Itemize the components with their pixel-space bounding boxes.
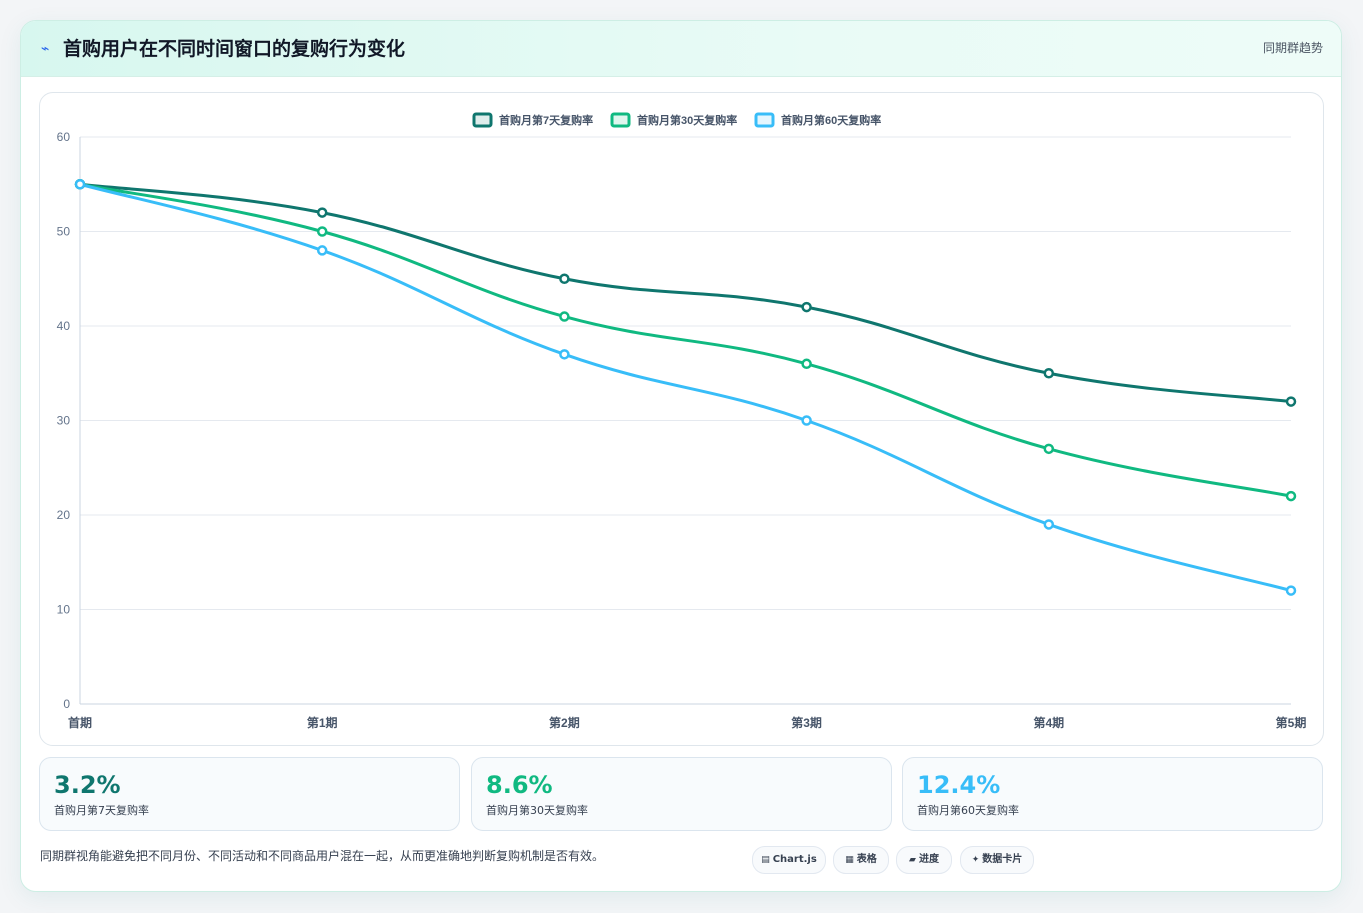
y-tick-label: 40 <box>57 319 71 333</box>
page-title: 首购用户在不同时间窗口的复购行为变化 <box>63 38 406 60</box>
y-tick-label: 10 <box>57 603 71 617</box>
x-tick-label: 第5期 <box>1276 715 1307 730</box>
chip-data-card[interactable]: ✦ 数据卡片 <box>960 846 1034 874</box>
x-tick-label: 第3期 <box>791 715 822 730</box>
card-header: ⌁ 首购用户在不同时间窗口的复购行为变化 同期群趋势 <box>21 21 1341 77</box>
data-point[interactable] <box>801 415 812 426</box>
chip-chartjs[interactable]: ▤ Chart.js <box>752 846 826 874</box>
data-point[interactable] <box>316 207 328 218</box>
data-point[interactable] <box>1043 443 1055 455</box>
data-point[interactable] <box>74 179 86 190</box>
data-point[interactable] <box>559 311 570 322</box>
data-point[interactable] <box>1043 519 1055 530</box>
stat-label: 首购月第7天复购率 <box>54 804 149 817</box>
stat-label: 首购月第30天复购率 <box>486 804 588 817</box>
series-line <box>78 182 1293 593</box>
stat-value: 12.4% <box>917 771 1001 799</box>
line-chart: 0 10 20 30 40 50 60 首期 第1期 第2期 第3期 第4期 第5期 首购月第7天复购率 首… <box>39 92 1324 746</box>
chart-icon: ▤ <box>761 855 770 865</box>
legend-swatch <box>472 112 493 128</box>
data-point[interactable] <box>559 349 570 360</box>
chip-progress[interactable]: ▰ 进度 <box>896 846 952 874</box>
legend-label: 首购月第60天复购率 <box>781 113 881 127</box>
footer-note: 同期群视角能避免把不同月份、不同活动和不同商品用户混在一起，从而更准确地判断复购… <box>40 849 605 863</box>
trend-badge: 同期群趋势 <box>1262 41 1323 55</box>
card-icon: ✦ <box>971 855 980 865</box>
data-point[interactable] <box>1285 490 1297 502</box>
table-icon: ▦ <box>845 855 854 865</box>
y-tick-label: 0 <box>63 697 70 711</box>
chip-table[interactable]: ▦ 表格 <box>833 846 889 874</box>
x-tick-label: 第1期 <box>307 715 338 730</box>
stat-card-60d: 12.4% 首购月第60天复购率 <box>902 757 1323 831</box>
data-point[interactable] <box>801 358 812 370</box>
data-point[interactable] <box>316 226 328 237</box>
x-tick-label: 第2期 <box>549 715 580 730</box>
stat-card-30d: 8.6% 首购月第30天复购率 <box>471 757 892 831</box>
legend-label: 首购月第30天复购率 <box>637 113 737 127</box>
progress-icon: ▰ <box>909 855 916 865</box>
x-tick-label: 首期 <box>68 715 92 730</box>
stat-label: 首购月第60天复购率 <box>917 804 1019 817</box>
chip-label: 表格 <box>856 854 877 865</box>
stat-value: 8.6% <box>486 771 553 799</box>
legend-label: 首购月第7天复购率 <box>499 113 593 127</box>
chip-label: Chart.js <box>772 854 817 865</box>
y-tick-label: 30 <box>57 414 71 428</box>
data-point[interactable] <box>1043 368 1055 379</box>
stat-card-7d: 3.2% 首购月第7天复购率 <box>39 757 460 831</box>
y-tick-label: 50 <box>57 225 71 239</box>
data-point[interactable] <box>316 245 328 256</box>
series-line <box>78 182 1293 498</box>
y-tick-label: 20 <box>57 508 71 522</box>
data-point[interactable] <box>559 273 570 284</box>
legend-swatch <box>754 112 775 128</box>
data-point[interactable] <box>1285 585 1297 596</box>
chip-label: 进度 <box>918 854 939 865</box>
bolt-icon: ⌁ <box>41 41 50 57</box>
legend-swatch <box>610 112 631 128</box>
chart-card: ⌁ 首购用户在不同时间窗口的复购行为变化 同期群趋势 0 10 20 30 40 50 60… <box>20 20 1342 892</box>
stat-value: 3.2% <box>54 771 121 799</box>
series-line <box>78 182 1293 404</box>
line-chart-svg: 0 10 20 30 40 50 60 首期 第1期 第2期 第3期 第4期 第5期 首购月第7天复购率 首… <box>57 112 1307 730</box>
x-tick-label: 第4期 <box>1033 715 1064 730</box>
y-tick-label: 60 <box>57 130 71 144</box>
data-point[interactable] <box>801 301 812 313</box>
chip-label: 数据卡片 <box>982 854 1023 865</box>
data-point[interactable] <box>1285 396 1297 407</box>
